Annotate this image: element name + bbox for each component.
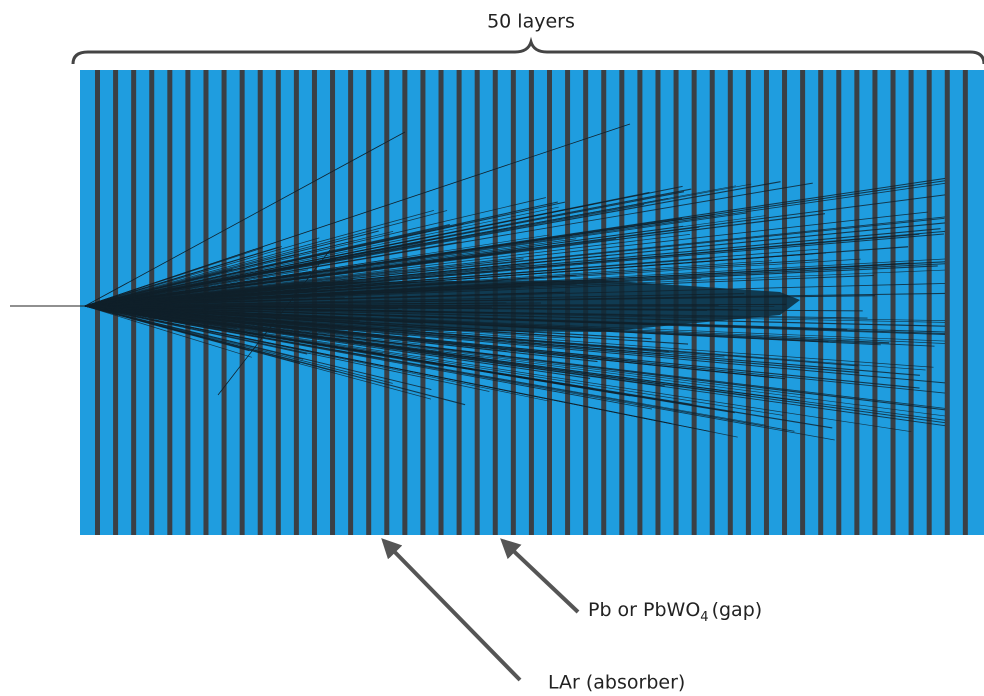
shower-track — [84, 305, 946, 344]
shower-track — [84, 211, 928, 307]
stripe — [962, 70, 968, 535]
shower-track — [84, 251, 515, 307]
shower-track — [217, 249, 331, 396]
shower-track — [84, 305, 409, 337]
stripe — [836, 70, 842, 535]
shower-track — [84, 302, 541, 307]
shower-track — [84, 305, 710, 432]
arrow-absorber — [381, 538, 522, 682]
shower-track — [84, 305, 402, 311]
shower-track — [84, 191, 650, 307]
shower-track — [84, 305, 432, 390]
stripe — [944, 70, 950, 535]
shower-track — [84, 194, 946, 307]
shower-track — [84, 201, 558, 307]
shower-track — [84, 305, 934, 368]
brace — [71, 36, 984, 65]
shower-track — [84, 305, 946, 342]
shower-track — [84, 305, 653, 410]
shower-track — [84, 305, 946, 333]
shower-track — [84, 305, 466, 406]
shower-track — [84, 258, 946, 307]
shower-track — [84, 305, 926, 371]
shower-track — [84, 177, 946, 307]
shower-track — [84, 123, 631, 307]
shower-track — [84, 233, 920, 307]
shower-track — [84, 209, 435, 307]
shower-track — [84, 305, 774, 379]
shower-track — [84, 246, 282, 307]
layers-label: 50 layers — [487, 11, 575, 33]
shower-track — [84, 188, 692, 307]
shower — [10, 123, 946, 441]
shower-track — [84, 206, 559, 307]
shower-track — [84, 305, 252, 358]
shower-track — [84, 305, 360, 322]
shower-track — [84, 305, 384, 355]
shower-track — [84, 295, 875, 307]
gap-label: Pb or PbWO4 (gap) — [588, 599, 762, 625]
shower-track — [84, 305, 800, 402]
gap-label-tail: (gap) — [712, 599, 763, 621]
shower-track — [84, 305, 784, 416]
shower-track — [84, 259, 819, 307]
shower-track — [84, 234, 690, 307]
shower-track — [84, 212, 748, 307]
gap-label-main: Pb or PbWO — [588, 599, 700, 621]
shower-track — [84, 217, 945, 307]
stripe — [926, 70, 932, 535]
shower-track — [84, 222, 946, 307]
stripe — [854, 70, 860, 535]
shower-track — [84, 204, 645, 307]
shower-track — [84, 305, 920, 376]
shower-track — [84, 241, 461, 307]
shower-track — [84, 303, 787, 307]
shower-track — [84, 230, 379, 307]
arrow-gap — [500, 538, 580, 614]
stripe — [872, 70, 878, 535]
shower-track — [84, 305, 490, 392]
stripe — [800, 70, 806, 535]
shower-track — [84, 265, 938, 307]
shower-track — [84, 305, 829, 343]
absorber-label: LAr (absorber) — [548, 672, 685, 694]
shower-track — [84, 305, 946, 427]
stripe — [890, 70, 896, 535]
stripe — [818, 70, 824, 535]
shower-track — [84, 305, 946, 411]
shower-track — [84, 305, 912, 433]
shower-track — [84, 305, 725, 358]
stripe — [908, 70, 914, 535]
shower-track — [84, 131, 406, 307]
shower-track — [84, 231, 394, 307]
shower-track — [84, 259, 389, 307]
shower-track — [84, 305, 708, 311]
shower-track — [84, 282, 946, 307]
shower-track — [84, 305, 946, 327]
shower-track — [84, 197, 547, 307]
shower-track — [84, 305, 795, 432]
shower-track — [84, 237, 320, 307]
gap-label-sub: 4 — [700, 610, 708, 625]
shower-track — [84, 246, 909, 307]
shower-track — [84, 248, 819, 307]
